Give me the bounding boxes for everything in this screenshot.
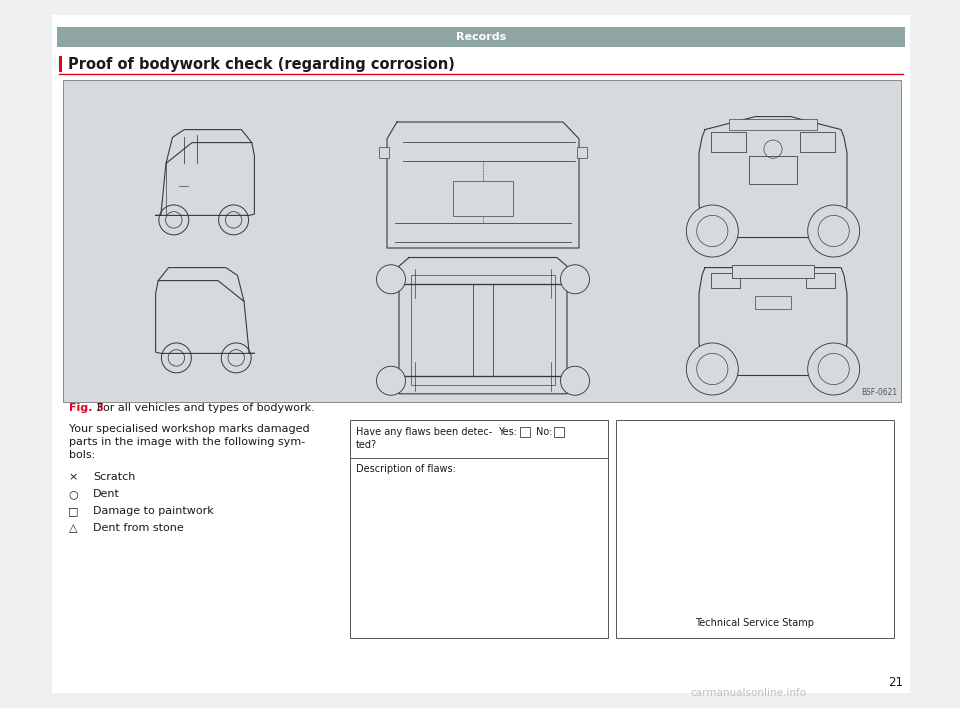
- Bar: [411, 275, 555, 385]
- Text: Have any flaws been detec-: Have any flaws been detec-: [356, 427, 492, 437]
- Text: ○: ○: [68, 489, 78, 499]
- Bar: [710, 132, 746, 152]
- Circle shape: [161, 343, 191, 373]
- Circle shape: [376, 265, 405, 294]
- Text: Dent: Dent: [93, 489, 120, 499]
- Bar: [800, 132, 835, 152]
- Circle shape: [686, 205, 738, 257]
- Bar: [453, 181, 513, 216]
- Text: parts in the image with the following sym-: parts in the image with the following sy…: [69, 437, 305, 447]
- Circle shape: [561, 265, 589, 294]
- Text: △: △: [69, 523, 77, 533]
- Text: Technical Service Stamp: Technical Service Stamp: [695, 618, 814, 628]
- Text: Dent from stone: Dent from stone: [93, 523, 183, 533]
- Text: ×: ×: [68, 472, 78, 482]
- Text: ted?: ted?: [356, 440, 377, 450]
- Circle shape: [219, 205, 249, 235]
- Polygon shape: [399, 258, 567, 394]
- Bar: [520, 427, 530, 437]
- Bar: [379, 147, 389, 159]
- Bar: [805, 273, 835, 288]
- Text: Records: Records: [456, 32, 506, 42]
- Bar: [732, 265, 814, 278]
- Bar: [710, 273, 740, 288]
- Text: 21: 21: [888, 675, 903, 688]
- Bar: [750, 156, 797, 184]
- Text: Your specialised workshop marks damaged: Your specialised workshop marks damaged: [69, 424, 310, 434]
- Bar: [59, 56, 62, 72]
- Bar: [554, 427, 564, 437]
- Text: Scratch: Scratch: [93, 472, 135, 482]
- Bar: [52, 15, 910, 693]
- Circle shape: [686, 343, 738, 395]
- Polygon shape: [699, 268, 847, 375]
- Bar: [63, 80, 901, 402]
- Text: bols:: bols:: [69, 450, 95, 460]
- Text: carmanualsonline.info: carmanualsonline.info: [690, 688, 806, 698]
- Bar: [57, 27, 905, 47]
- Circle shape: [807, 343, 860, 395]
- Polygon shape: [156, 142, 254, 215]
- Text: Proof of bodywork check (regarding corrosion): Proof of bodywork check (regarding corro…: [68, 57, 455, 72]
- Text: Damage to paintwork: Damage to paintwork: [93, 506, 214, 516]
- Circle shape: [807, 205, 860, 257]
- Bar: [616, 420, 894, 638]
- Text: No:: No:: [536, 427, 553, 437]
- Text: Description of flaws:: Description of flaws:: [356, 464, 456, 474]
- Text: For all vehicles and types of bodywork.: For all vehicles and types of bodywork.: [97, 403, 315, 413]
- Polygon shape: [699, 117, 847, 237]
- Text: BSF-0621: BSF-0621: [861, 388, 897, 397]
- Text: Yes:: Yes:: [498, 427, 517, 437]
- Circle shape: [221, 343, 252, 373]
- Polygon shape: [156, 280, 254, 353]
- Text: □: □: [68, 506, 79, 516]
- Bar: [729, 119, 817, 130]
- Circle shape: [376, 366, 405, 395]
- Text: Fig. 3: Fig. 3: [69, 403, 104, 413]
- Circle shape: [158, 205, 189, 235]
- Circle shape: [561, 366, 589, 395]
- Bar: [756, 296, 791, 309]
- Polygon shape: [387, 122, 579, 248]
- Bar: [350, 420, 608, 638]
- Bar: [577, 147, 587, 159]
